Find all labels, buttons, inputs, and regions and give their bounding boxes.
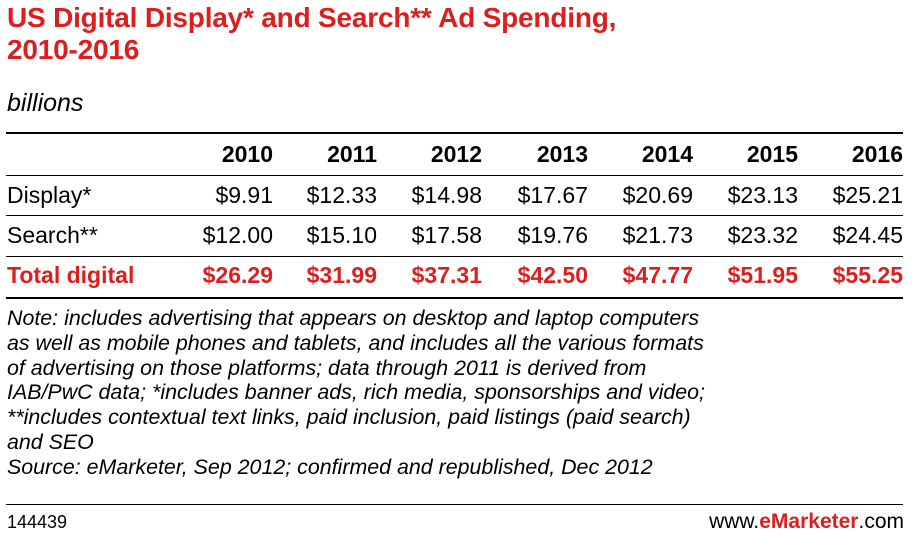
note-line: **includes contextual text links, paid i… bbox=[7, 405, 691, 430]
row-label: Display* bbox=[7, 181, 92, 208]
table-bottom-rule bbox=[6, 297, 903, 299]
chart-subtitle: billions bbox=[7, 89, 84, 117]
note-line: IAB/PwC data; *includes banner ads, rich… bbox=[7, 380, 705, 405]
column-header-2016: 2016 bbox=[851, 141, 903, 167]
table-cell: $47.77 bbox=[622, 261, 693, 288]
note-line: of advertising on those platforms; data … bbox=[7, 355, 647, 380]
table-cell: $12.33 bbox=[306, 181, 377, 208]
data-table: 2010 2011 2012 2013 2014 2015 2016 Display* $9.… bbox=[6, 134, 903, 295]
table-cell: $23.32 bbox=[727, 221, 798, 248]
table-cell: $14.98 bbox=[411, 181, 482, 208]
table-cell: $42.50 bbox=[517, 261, 588, 288]
footer-rule bbox=[6, 504, 903, 505]
table-cell: $17.67 bbox=[517, 181, 588, 208]
table-cell: $55.25 bbox=[832, 261, 903, 288]
table-row-total-digital: Total digital $26.29 $31.99 $37.31 $42.50 $47… bbox=[6, 255, 903, 295]
column-header-2012: 2012 bbox=[430, 141, 482, 167]
header-corner bbox=[6, 134, 169, 175]
table-row-search: Search** $12.00 $15.10 $17.58 $19.76 $21.73 $2… bbox=[6, 215, 903, 255]
table-cell: $12.00 bbox=[202, 221, 273, 248]
table-header-row: 2010 2011 2012 2013 2014 2015 2016 bbox=[6, 134, 903, 175]
table-top-rule bbox=[6, 132, 903, 134]
table-cell: $17.58 bbox=[411, 221, 482, 248]
chart-title-line-2: 2010-2016 bbox=[7, 34, 140, 65]
table-cell: $21.73 bbox=[622, 221, 693, 248]
table-cell: $20.69 bbox=[622, 181, 693, 208]
source-line: Source: eMarketer, Sep 2012; confirmed a… bbox=[7, 454, 653, 479]
table-cell: $26.29 bbox=[202, 261, 273, 288]
header-divider bbox=[6, 175, 903, 176]
table-cell: $37.31 bbox=[411, 261, 482, 288]
row-label: Search** bbox=[7, 221, 98, 248]
row-label: Total digital bbox=[7, 261, 135, 288]
row-divider-1 bbox=[6, 215, 903, 216]
column-header-2015: 2015 bbox=[746, 141, 798, 167]
column-header-2014: 2014 bbox=[641, 141, 693, 167]
table-body: Display* $9.91 $12.33 $14.98 $17.67 $20.69 $23… bbox=[6, 175, 903, 295]
table-cell: $24.45 bbox=[832, 221, 903, 248]
table-cell: $9.91 bbox=[215, 181, 273, 208]
table-row-display: Display* $9.91 $12.33 $14.98 $17.67 $20.69 $23… bbox=[6, 175, 903, 215]
table-cell: $51.95 bbox=[727, 261, 798, 288]
chart-title-line-1: US Digital Display* and Search** Ad Spen… bbox=[7, 2, 617, 33]
brand-name: eMarketer bbox=[759, 510, 859, 533]
brand-prefix: www. bbox=[709, 510, 760, 533]
footnote: Note: includes advertising that appears … bbox=[7, 306, 902, 480]
column-header-2013: 2013 bbox=[536, 141, 588, 167]
table-cell: $25.21 bbox=[832, 181, 903, 208]
note-line: as well as mobile phones and tablets, an… bbox=[7, 330, 704, 355]
column-header-2011: 2011 bbox=[327, 141, 377, 167]
note-line: Note: includes advertising that appears … bbox=[7, 306, 700, 330]
table-cell: $31.99 bbox=[306, 261, 377, 288]
table-cell: $19.76 bbox=[517, 221, 588, 248]
column-header-2010: 2010 bbox=[221, 141, 273, 167]
brand-suffix: .com bbox=[858, 510, 904, 533]
chart-id: 144439 bbox=[7, 512, 68, 532]
table-cell: $23.13 bbox=[727, 181, 798, 208]
table-cell: $15.10 bbox=[306, 221, 377, 248]
chart-title: US Digital Display* and Search** Ad Spen… bbox=[7, 2, 887, 66]
brand-link[interactable]: www.eMarketer.com bbox=[709, 510, 904, 534]
note-line: and SEO bbox=[7, 429, 94, 454]
row-divider-2 bbox=[6, 256, 903, 257]
